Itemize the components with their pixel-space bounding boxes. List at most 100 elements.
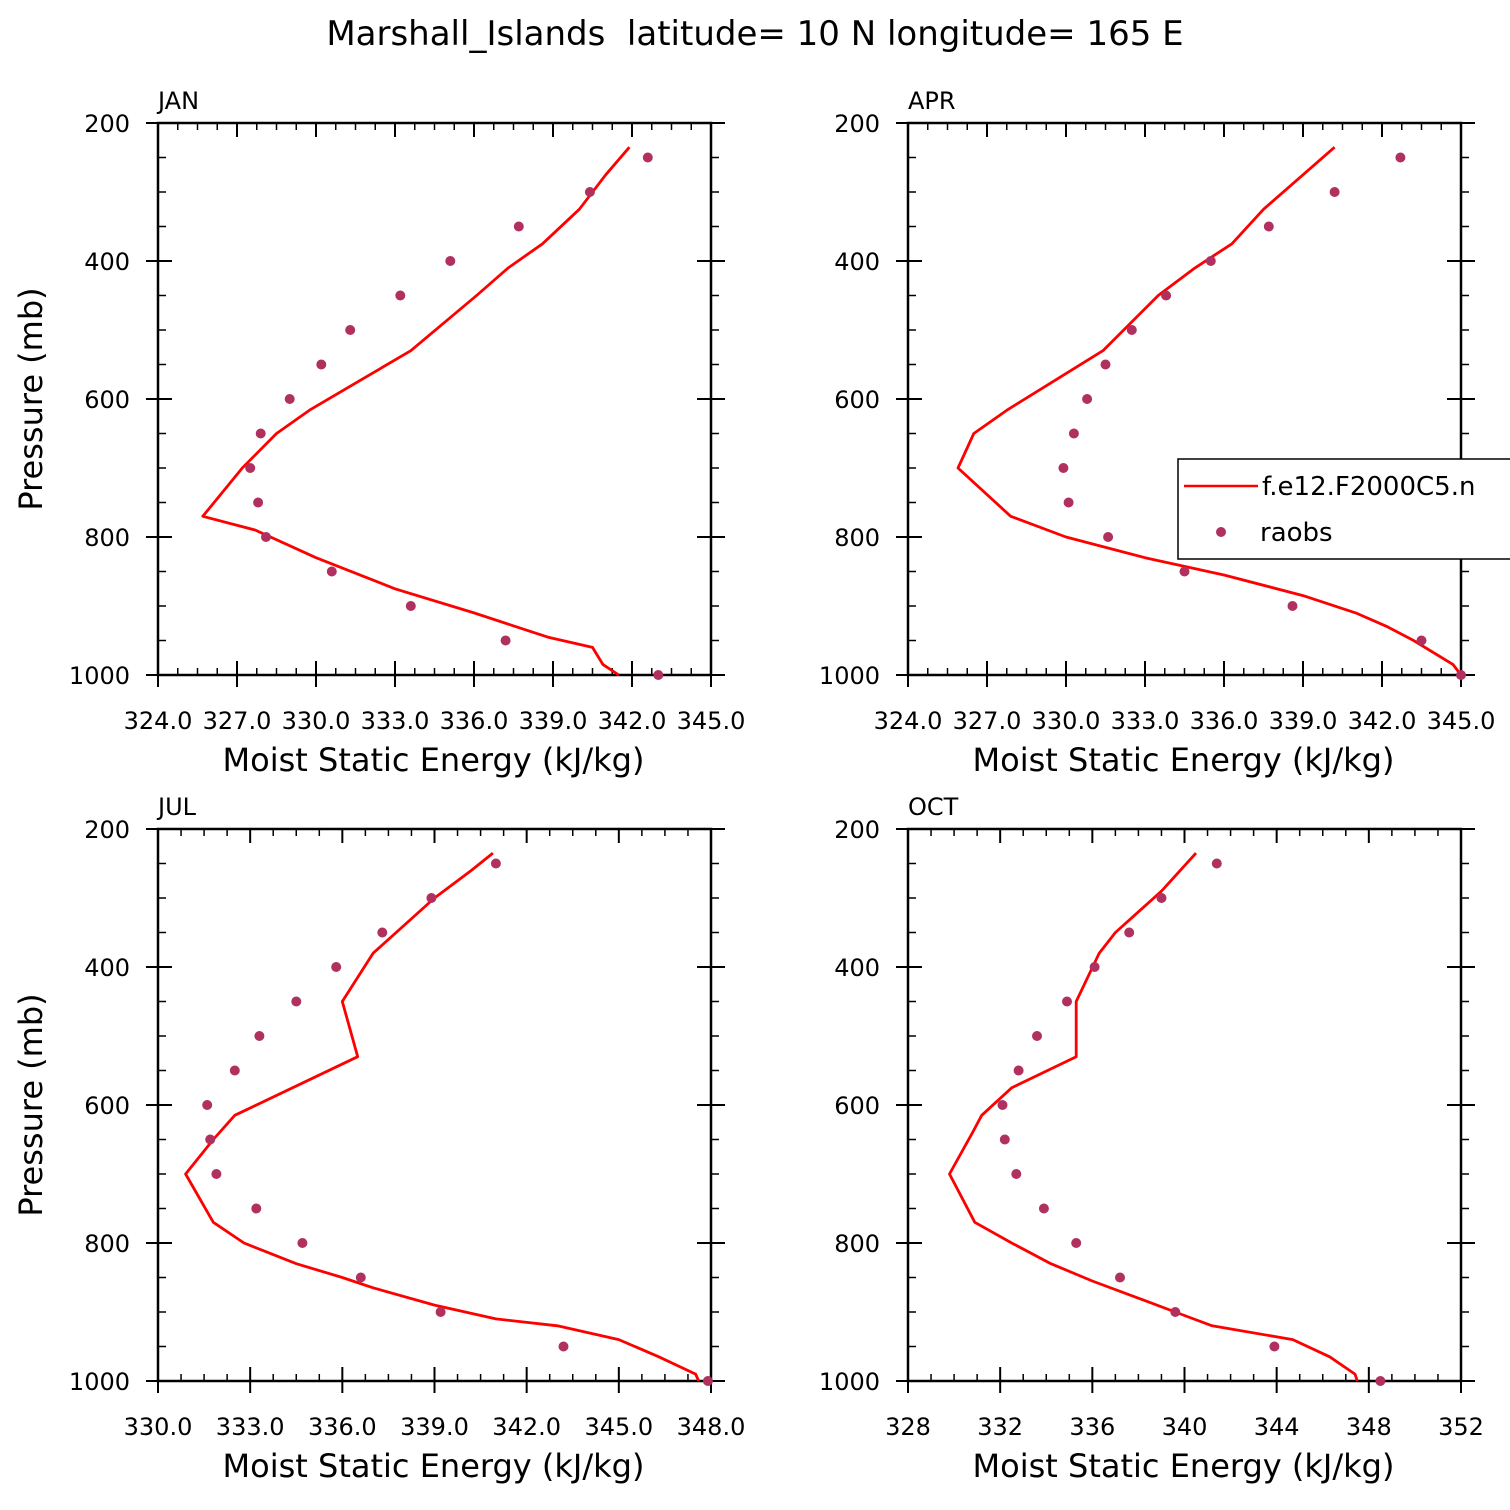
- obs-point: [1263, 221, 1274, 232]
- obs-point: [1179, 566, 1190, 577]
- obs-point: [1287, 601, 1298, 611]
- obs-point: [316, 359, 327, 370]
- y-tick-label: 400: [834, 248, 880, 276]
- panel-oct: 328 332 336 340 344 348 352 200 400 600 800 1000 OCT…: [819, 793, 1484, 1485]
- y-tick-label: 800: [834, 1230, 880, 1258]
- x-tick-label: 336.0: [1190, 707, 1259, 735]
- x-tick-label: 330.0: [124, 1413, 193, 1441]
- y-tick-label: 1000: [819, 1368, 880, 1396]
- obs-point: [1269, 1341, 1280, 1352]
- x-axis-label: Moist Static Energy (kJ/kg): [223, 1447, 645, 1485]
- obs-point: [211, 1169, 222, 1179]
- obs-point: [1170, 1307, 1181, 1317]
- y-tick-label: 200: [84, 110, 130, 138]
- obs-point: [1082, 394, 1093, 404]
- obs-point: [584, 187, 595, 197]
- x-tick-label: 336.0: [308, 1413, 377, 1441]
- legend: f.e12.F2000C5.n raobs: [1177, 458, 1510, 560]
- panels: 324.0 327.0 330.0 333.0 336.0 339.0 342.0 345.0…: [12, 87, 1495, 1485]
- obs-point: [284, 394, 295, 404]
- plot-frame: [156, 827, 713, 1383]
- x-tick-label: 345.0: [1427, 707, 1496, 735]
- legend-model-label: f.e12.F2000C5.n: [1262, 472, 1475, 502]
- obs-point: [1103, 532, 1114, 542]
- obs-point: [558, 1341, 569, 1352]
- obs-point: [1156, 893, 1167, 903]
- model-line: [184, 852, 700, 1382]
- legend-box: [1177, 458, 1510, 560]
- obs-point: [245, 463, 256, 473]
- x-tick-label: 333.0: [361, 707, 430, 735]
- panel-title: JAN: [156, 87, 199, 115]
- obs-point: [205, 1134, 216, 1145]
- y-tick-label: 200: [84, 816, 130, 844]
- y-tick-label: 800: [834, 524, 880, 552]
- obs-point: [1089, 962, 1100, 972]
- x-tick-label: 342.0: [1348, 707, 1417, 735]
- obs-point: [1329, 187, 1340, 197]
- obs-point: [500, 635, 511, 646]
- obs-point: [1375, 1376, 1386, 1386]
- model-line: [201, 146, 631, 677]
- obs-point: [345, 325, 356, 335]
- obs-point: [326, 566, 337, 577]
- y-tick-label: 1000: [819, 662, 880, 690]
- x-tick-label: 327.0: [953, 707, 1022, 735]
- plot-frame: [906, 121, 1463, 677]
- obs-point: [642, 152, 653, 163]
- panel-title: JUL: [156, 793, 197, 821]
- x-tick-label: 352: [1438, 1413, 1484, 1441]
- obs-point: [1416, 635, 1427, 646]
- obs-point: [251, 1203, 262, 1214]
- obs-point: [255, 428, 266, 439]
- obs-point: [1011, 1169, 1022, 1179]
- x-tick-label: 342.0: [492, 1413, 561, 1441]
- obs-point: [1013, 1065, 1024, 1076]
- x-axis-label: Moist Static Energy (kJ/kg): [973, 1447, 1395, 1485]
- y-tick-label: 600: [84, 386, 130, 414]
- panel-jul: 330.0 333.0 336.0 339.0 342.0 345.0 348.0 200 40…: [12, 793, 745, 1485]
- x-tick-label: 330.0: [282, 707, 351, 735]
- y-tick-label: 600: [84, 1092, 130, 1120]
- obs-point: [395, 290, 406, 301]
- obs-point: [1456, 670, 1466, 680]
- y-tick-label: 400: [834, 954, 880, 982]
- plot-frame: [906, 827, 1463, 1383]
- obs-point: [653, 670, 664, 680]
- obs-point: [229, 1065, 240, 1076]
- y-tick-label: 600: [834, 1092, 880, 1120]
- obs-point: [291, 996, 302, 1007]
- obs-point: [355, 1272, 366, 1283]
- y-tick-label: 1000: [69, 662, 130, 690]
- obs-point: [997, 1100, 1008, 1110]
- obs-point: [702, 1376, 713, 1386]
- y-tick-label: 400: [84, 954, 130, 982]
- obs-point: [405, 601, 416, 611]
- x-tick-label: 348.0: [677, 1413, 746, 1441]
- panel-apr: 324.0 327.0 330.0 333.0 336.0 339.0 342.0 345.0…: [819, 87, 1495, 779]
- obs-point: [1032, 1031, 1042, 1041]
- obs-point: [1115, 1272, 1125, 1283]
- obs-point: [377, 927, 388, 938]
- obs-point: [426, 893, 437, 903]
- x-tick-label: 328: [885, 1413, 931, 1441]
- x-tick-label: 324.0: [874, 707, 943, 735]
- obs-point: [331, 962, 342, 972]
- obs-point: [490, 858, 501, 869]
- y-tick-label: 800: [84, 524, 130, 552]
- x-tick-label: 324.0: [124, 707, 193, 735]
- x-tick-label: 342.0: [598, 707, 667, 735]
- panel-title: OCT: [908, 793, 959, 821]
- panel-jan: 324.0 327.0 330.0 333.0 336.0 339.0 342.0 345.0…: [12, 87, 745, 779]
- obs-point: [1058, 463, 1069, 473]
- x-tick-label: 333.0: [1111, 707, 1180, 735]
- x-tick-label: 330.0: [1032, 707, 1101, 735]
- x-tick-label: 340: [1162, 1413, 1208, 1441]
- x-tick-label: 332: [977, 1413, 1023, 1441]
- obs-point: [1062, 996, 1072, 1007]
- y-tick-label: 600: [834, 386, 880, 414]
- x-tick-label: 339.0: [400, 1413, 469, 1441]
- legend-obs-marker: [1216, 527, 1226, 537]
